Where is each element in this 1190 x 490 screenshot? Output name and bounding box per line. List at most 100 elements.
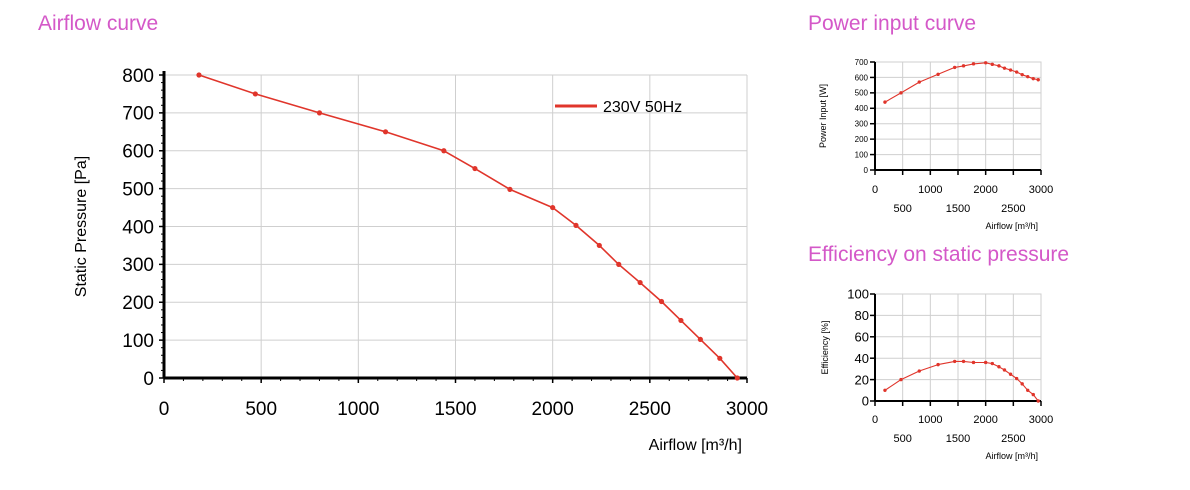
power-x-tick-label: 1500 [946, 203, 970, 215]
power-x-tick-label: 500 [893, 203, 911, 215]
main-data-point [507, 186, 513, 192]
eff-data-point [1031, 392, 1035, 397]
power-series-line [884, 62, 1039, 103]
main-data-point [316, 110, 323, 116]
power-x-axis-label: Airflow [m³/h] [985, 221, 1038, 231]
power-x-tick-label: 3000 [1029, 184, 1053, 196]
main-y-tick-label: 600 [122, 142, 154, 163]
power-data-point [1008, 68, 1013, 72]
eff-data-point [1036, 399, 1040, 403]
power-y-tick-label: 600 [855, 73, 869, 82]
power-x-tick-label: 0 [872, 184, 878, 196]
main-data-point [441, 148, 447, 154]
eff-data-point [983, 360, 988, 365]
main-y-tick-label: 100 [122, 331, 154, 352]
eff-y-axis-label: Efficiency [%] [820, 321, 830, 375]
power-y-axis-label: Power Input [W] [818, 84, 828, 148]
eff-y-tick-label: 40 [855, 351, 869, 366]
power-data-point [997, 64, 1001, 68]
power-y-tick-label: 0 [864, 166, 869, 175]
main-x-tick-label: 1000 [337, 399, 379, 420]
power-data-point [917, 80, 921, 84]
power-data-point [883, 100, 887, 104]
main-x-tick-label: 1500 [434, 399, 476, 420]
power-data-point [952, 65, 957, 70]
power-data-point [1026, 74, 1030, 79]
power-data-point [1014, 70, 1019, 74]
eff-data-point [883, 388, 887, 392]
main-y-tick-label: 200 [122, 293, 154, 314]
eff-data-point [1014, 376, 1019, 381]
main-y-tick-label: 0 [143, 369, 154, 390]
main-y-tick-label: 500 [122, 179, 154, 200]
eff-series-line [884, 360, 1039, 402]
main-x-tick-label: 3000 [726, 399, 768, 420]
power-y-tick-label: 700 [855, 58, 869, 67]
airflow-chart-title: Airflow curve [38, 12, 159, 35]
eff-data-point [1020, 382, 1024, 386]
eff-x-tick-label: 2500 [1001, 433, 1025, 445]
main-y-axis-label: Static Pressure [Pa] [73, 156, 90, 297]
main-data-point [616, 261, 622, 267]
power-chart-title: Power input curve [808, 12, 977, 35]
power-data-point [899, 91, 903, 95]
main-data-point [596, 242, 602, 249]
eff-data-point [971, 360, 976, 365]
eff-data-point [936, 362, 940, 367]
main-data-point [472, 165, 478, 172]
eff-y-tick-label: 20 [855, 372, 869, 387]
eff-y-tick-label: 60 [855, 329, 869, 344]
eff-x-tick-label: 2000 [973, 414, 997, 426]
main-data-point [678, 317, 684, 324]
main-data-point [573, 222, 579, 228]
main-y-tick-label: 700 [122, 104, 154, 125]
power-x-tick-label: 2000 [973, 184, 997, 196]
main-legend-label: 230V 50Hz [603, 99, 682, 116]
main-data-point [252, 91, 258, 97]
main-y-tick-label: 400 [122, 217, 154, 238]
eff-x-tick-label: 1500 [946, 433, 970, 445]
power-data-point [1036, 78, 1040, 82]
power-data-point [936, 72, 940, 77]
power-data-point [1020, 72, 1024, 77]
power-y-tick-label: 300 [855, 120, 869, 129]
eff-data-point [990, 361, 995, 366]
power-y-tick-label: 500 [855, 89, 869, 98]
eff-data-point [997, 365, 1001, 369]
main-y-tick-label: 300 [122, 255, 154, 276]
main-data-point [637, 279, 643, 286]
main-data-point [382, 129, 389, 135]
eff-x-tick-label: 1000 [918, 414, 942, 426]
main-data-point [697, 336, 703, 342]
eff-y-tick-label: 0 [862, 394, 869, 409]
main-data-point [550, 204, 556, 211]
eff-data-point [1002, 368, 1007, 372]
eff-x-tick-label: 0 [872, 414, 878, 426]
main-data-point [658, 298, 665, 305]
eff-data-point [899, 377, 903, 382]
efficiency-chart-title: Efficiency on static pressure [808, 243, 1070, 266]
main-data-point [717, 355, 723, 361]
power-data-point [1031, 76, 1035, 81]
eff-x-tick-label: 500 [893, 433, 911, 445]
power-y-tick-label: 100 [855, 150, 869, 159]
power-data-point [971, 62, 976, 66]
power-y-tick-label: 400 [855, 104, 869, 113]
main-x-axis-label: Airflow [m³/h] [649, 437, 742, 454]
power-data-point [961, 64, 966, 68]
eff-data-point [961, 359, 966, 364]
power-x-tick-label: 2500 [1001, 203, 1025, 215]
main-x-tick-label: 0 [159, 399, 170, 420]
eff-data-point [1008, 372, 1013, 376]
eff-y-tick-label: 80 [855, 308, 869, 323]
main-data-point [196, 72, 202, 78]
eff-data-point [952, 359, 957, 364]
main-x-tick-label: 2500 [629, 399, 671, 420]
power-y-tick-label: 200 [855, 135, 869, 144]
power-x-tick-label: 1000 [918, 184, 942, 196]
eff-x-axis-label: Airflow [m³/h] [985, 451, 1038, 461]
power-data-point [1002, 66, 1007, 70]
main-x-tick-label: 500 [245, 399, 277, 420]
eff-x-tick-label: 3000 [1029, 414, 1053, 426]
